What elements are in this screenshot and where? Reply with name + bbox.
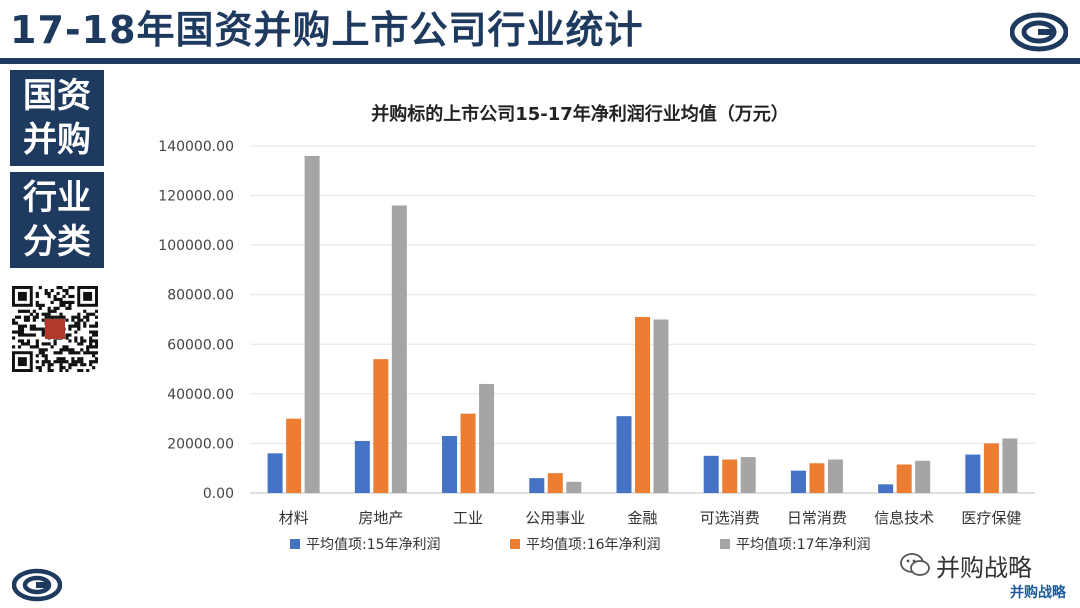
y-tick-label: 100000.00 bbox=[158, 238, 234, 254]
x-tick-label: 信息技术 bbox=[874, 509, 934, 527]
wechat-account-name: 并购战略 bbox=[936, 553, 1032, 582]
bar-16-1 bbox=[373, 359, 389, 493]
legend-swatch bbox=[290, 539, 300, 549]
y-tick-label: 80000.00 bbox=[167, 288, 234, 304]
sidebar-box-industry-line2: 分类 bbox=[23, 222, 91, 262]
legend-label: 平均值项:16年净利润 bbox=[526, 537, 661, 553]
brand-bottom-text: 并购战略 bbox=[1010, 585, 1066, 601]
wechat-icon bbox=[900, 553, 930, 576]
sidebar-box-industry: 行业 分类 bbox=[10, 172, 104, 268]
x-tick-label: 金融 bbox=[627, 509, 657, 527]
legend-swatch bbox=[510, 539, 520, 549]
bar-15-2 bbox=[442, 435, 458, 493]
bar-17-3 bbox=[566, 481, 582, 493]
bar-16-5 bbox=[722, 459, 738, 493]
bar-16-8 bbox=[983, 443, 999, 493]
bar-15-4 bbox=[616, 416, 632, 493]
page-title: 17-18年国资并购上市公司行业统计 bbox=[10, 8, 644, 52]
wechat-watermark: 并购战略 bbox=[900, 545, 1032, 585]
title-underline bbox=[0, 58, 1080, 64]
bar-17-0 bbox=[304, 155, 320, 493]
chart-title: 并购标的上市公司15-17年净利润行业均值（万元） bbox=[371, 103, 789, 125]
y-tick-label: 20000.00 bbox=[167, 436, 234, 452]
sidebar-box-merger: 国资 并购 bbox=[10, 70, 104, 166]
bar-16-0 bbox=[286, 418, 302, 493]
bar-17-7 bbox=[915, 460, 931, 493]
bar-15-8 bbox=[965, 454, 981, 493]
bar-17-4 bbox=[653, 319, 669, 493]
bar-16-6 bbox=[809, 463, 825, 493]
bar-17-8 bbox=[1002, 438, 1018, 493]
bar-15-5 bbox=[703, 455, 719, 493]
qr-code-icon bbox=[12, 286, 98, 372]
legend-label: 平均值项:17年净利润 bbox=[736, 537, 871, 553]
bar-15-6 bbox=[790, 470, 806, 493]
y-tick-label: 60000.00 bbox=[167, 337, 234, 353]
bar-chart: 并购标的上市公司15-17年净利润行业均值（万元） 0.00 20000.00 400… bbox=[158, 103, 1035, 553]
legend-swatch bbox=[720, 539, 730, 549]
sidebar-box-industry-line1: 行业 bbox=[23, 178, 91, 218]
bar-15-1 bbox=[354, 440, 370, 493]
y-tick-label: 120000.00 bbox=[158, 189, 234, 205]
y-tick-label: 0.00 bbox=[203, 486, 234, 502]
x-tick-label: 材料 bbox=[279, 509, 309, 527]
bar-16-7 bbox=[896, 464, 912, 493]
y-tick-label: 140000.00 bbox=[158, 139, 234, 155]
brand-logo-icon bbox=[1010, 12, 1068, 52]
brand-logo-bottom-icon bbox=[12, 568, 62, 602]
x-tick-label: 公用事业 bbox=[525, 509, 585, 527]
bar-17-5 bbox=[740, 457, 756, 493]
bar-17-6 bbox=[827, 459, 843, 493]
x-tick-label: 工业 bbox=[453, 509, 483, 527]
x-tick-label: 医疗保健 bbox=[961, 509, 1021, 527]
bar-15-7 bbox=[878, 484, 894, 493]
x-tick-label: 可选消费 bbox=[700, 509, 760, 527]
legend-label: 平均值项:15年净利润 bbox=[306, 537, 441, 553]
x-tick-label: 日常消费 bbox=[787, 509, 847, 527]
bar-16-3 bbox=[547, 473, 563, 493]
bar-17-1 bbox=[391, 205, 407, 493]
bar-15-3 bbox=[529, 478, 545, 493]
bar-15-0 bbox=[267, 453, 283, 493]
bar-16-4 bbox=[635, 317, 650, 493]
sidebar-box-merger-line1: 国资 bbox=[23, 76, 91, 116]
bar-16-2 bbox=[460, 413, 476, 493]
bar-17-2 bbox=[479, 383, 495, 493]
x-tick-label: 房地产 bbox=[358, 509, 403, 527]
sidebar-box-merger-line2: 并购 bbox=[23, 120, 91, 160]
y-tick-label: 40000.00 bbox=[167, 387, 234, 403]
